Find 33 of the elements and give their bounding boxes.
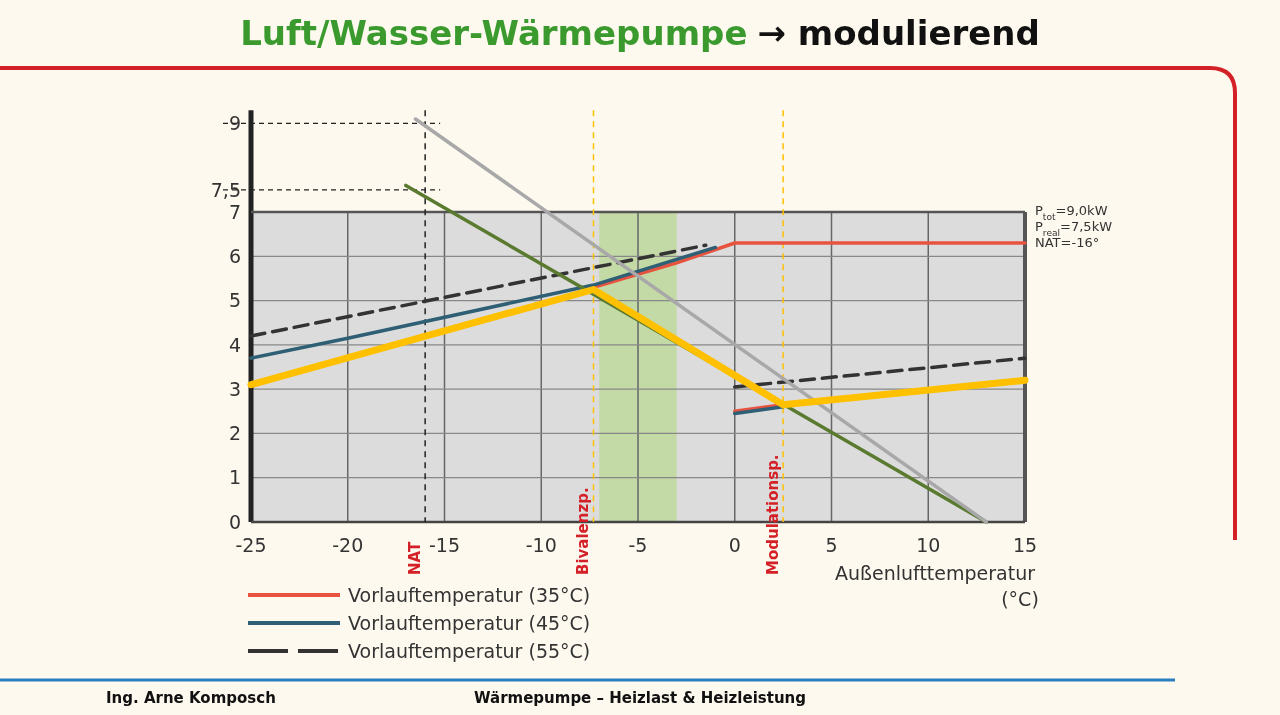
legend-label: Vorlauftemperatur (35°C) bbox=[348, 583, 591, 606]
legend-label: Vorlauftemperatur (55°C) bbox=[348, 639, 591, 662]
text: P$_{tot}$=9,0kW bbox=[1035, 203, 1108, 222]
ref-line-label: Modulationsp. bbox=[764, 454, 783, 575]
ref-line-label: NAT bbox=[406, 541, 425, 575]
x-tick-label: -5 bbox=[628, 534, 648, 556]
x-tick-label: -10 bbox=[525, 534, 557, 556]
y-tick-label: 6 bbox=[228, 244, 241, 267]
y-tick-label: 2 bbox=[228, 422, 241, 445]
x-tick-label: 15 bbox=[1012, 534, 1038, 556]
y-tick-label: 7,5 bbox=[210, 178, 241, 201]
x-tick-label: 0 bbox=[728, 534, 741, 556]
line-series bbox=[249, 245, 718, 360]
text: P$_{real}$=7,5kW bbox=[1035, 219, 1113, 238]
x-tick-label: 5 bbox=[825, 534, 838, 556]
ref-line-label: Bivalenzp. bbox=[574, 487, 593, 575]
y-tick-label: 0 bbox=[228, 510, 241, 533]
text: Wärmepumpe – Heizlast & Heizleistung bbox=[474, 689, 806, 707]
x-axis-title: Außenlufttemperatur (°C) bbox=[834, 562, 1039, 610]
y-tick-label: 5 bbox=[228, 289, 241, 312]
y-tick-label: 4 bbox=[228, 333, 241, 356]
legend-label: Vorlauftemperatur (45°C) bbox=[348, 611, 591, 634]
chart-title: Luft/Wasser-Wärmepumpe bbox=[240, 13, 748, 53]
x-tick-label: -20 bbox=[332, 534, 364, 556]
text: Ing. Arne Komposch bbox=[106, 689, 276, 707]
y-tick-label: 3 bbox=[228, 377, 241, 400]
chart-subtitle: → modulierend bbox=[757, 13, 1040, 53]
text: NAT=-16° bbox=[1035, 235, 1100, 250]
y-tick-label: 7 bbox=[228, 200, 241, 223]
x-tick-label: -15 bbox=[428, 534, 461, 556]
x-tick-label: 10 bbox=[916, 534, 941, 556]
x-tick-label: -25 bbox=[235, 534, 267, 556]
y-tick-label: 1 bbox=[228, 466, 241, 489]
